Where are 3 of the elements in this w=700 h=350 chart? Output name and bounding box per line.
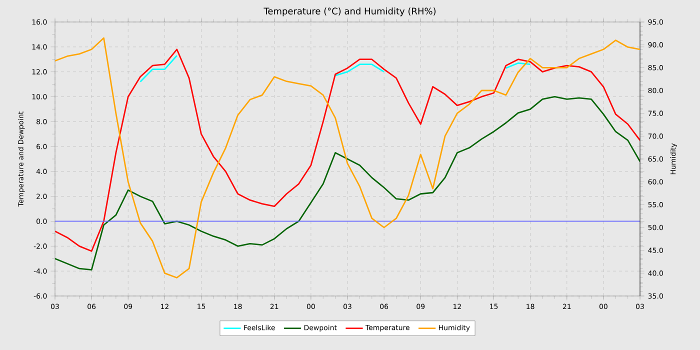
line-series	[55, 48, 640, 252]
line-series	[55, 96, 640, 271]
chart-title: Temperature (°C) and Humidity (RH%)	[264, 8, 436, 16]
